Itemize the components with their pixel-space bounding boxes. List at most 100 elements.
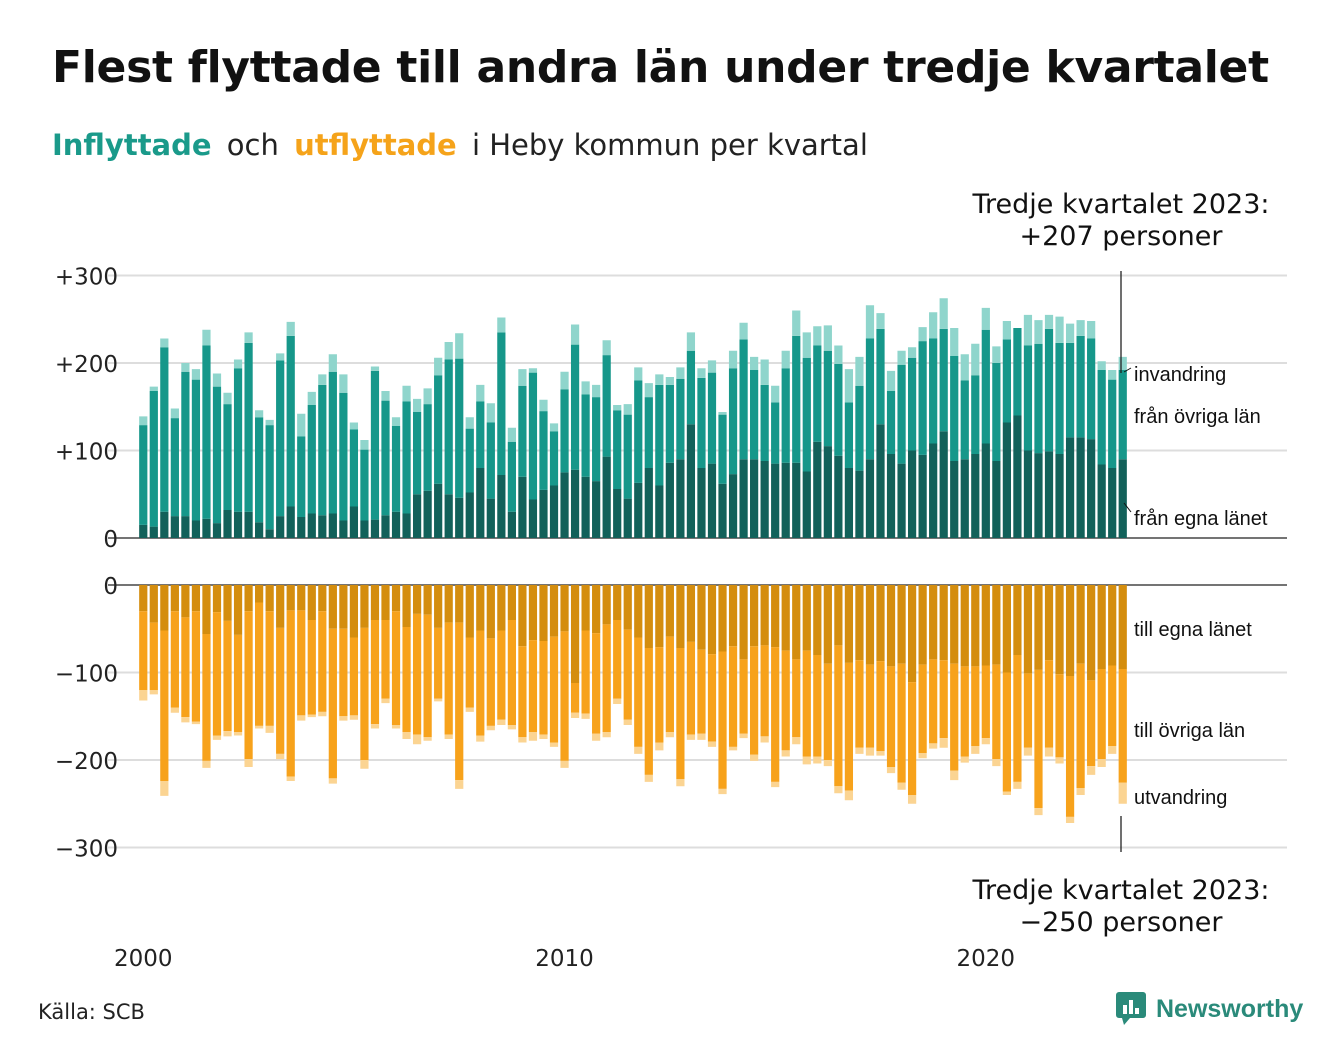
bar-out-ovriga-lan <box>212 612 222 736</box>
bar-invandring <box>707 360 717 373</box>
brand-name: Newsworthy <box>1156 994 1304 1023</box>
bar-in-ovriga-lan <box>423 404 432 491</box>
bar-in-egna-lanet <box>813 441 822 538</box>
bar-out-egna-lanet <box>444 585 453 623</box>
annotation-bottom-line1: Tredje kvartalet 2023: <box>972 875 1270 906</box>
bar-utvandring <box>339 716 348 721</box>
bar-in-egna-lanet <box>170 516 179 538</box>
bar-out-ovriga-lan <box>844 662 854 791</box>
bar-in-egna-lanet <box>476 468 485 538</box>
bar-invandring <box>602 340 611 356</box>
bar-out-ovriga-lan <box>886 666 896 767</box>
bar-out-ovriga-lan <box>223 620 232 732</box>
bar-out-ovriga-lan <box>918 664 927 753</box>
bar-in-egna-lanet <box>728 474 738 538</box>
bar-in-egna-lanet <box>1076 437 1085 538</box>
bar-in-ovriga-lan <box>328 371 337 514</box>
bar-in-ovriga-lan <box>191 379 201 521</box>
bar-in-egna-lanet <box>412 494 422 538</box>
bar-in-ovriga-lan <box>497 332 506 475</box>
bar-in-egna-lanet <box>255 522 264 538</box>
bar-utvandring <box>676 779 685 787</box>
bar-in-ovriga-lan <box>1023 345 1033 451</box>
bar-out-ovriga-lan <box>750 646 759 755</box>
bar-in-egna-lanet <box>1002 422 1011 538</box>
bar-invandring <box>992 346 1001 363</box>
bar-out-ovriga-lan <box>191 611 201 722</box>
bar-in-egna-lanet <box>265 529 274 538</box>
bar-utvandring <box>718 788 727 795</box>
bar-utvandring <box>233 732 243 736</box>
bar-in-egna-lanet <box>897 463 906 538</box>
bar-invandring <box>570 324 580 345</box>
bar-out-egna-lanet <box>570 585 580 683</box>
bar-in-ovriga-lan <box>549 431 559 486</box>
bar-out-egna-lanet <box>339 585 348 629</box>
bar-in-ovriga-lan <box>444 359 453 495</box>
series-label-till-egna-lanet: till egna länet <box>1134 619 1252 641</box>
bar-in-ovriga-lan <box>465 428 474 493</box>
annotation-top-line2: +207 personer <box>1019 221 1223 252</box>
bar-out-ovriga-lan <box>349 637 359 716</box>
bar-in-egna-lanet <box>939 431 948 538</box>
bar-utvandring <box>1002 791 1011 795</box>
bar-utvandring <box>739 733 748 739</box>
bar-out-egna-lanet <box>486 585 495 639</box>
bar-invandring <box>412 398 422 412</box>
bar-out-egna-lanet <box>1118 585 1127 669</box>
bar-invandring <box>255 410 264 418</box>
bar-out-egna-lanet <box>686 585 696 642</box>
bar-out-egna-lanet <box>865 585 875 665</box>
bar-out-ovriga-lan <box>286 610 295 777</box>
bar-invandring <box>739 322 748 340</box>
bar-out-ovriga-lan <box>623 629 632 720</box>
bar-in-ovriga-lan <box>370 370 380 520</box>
bar-out-ovriga-lan <box>381 620 390 699</box>
bar-in-ovriga-lan <box>297 436 306 517</box>
bar-in-ovriga-lan <box>1002 339 1011 423</box>
bar-in-egna-lanet <box>707 463 717 538</box>
bar-in-egna-lanet <box>149 526 158 538</box>
bar-out-egna-lanet <box>1013 585 1022 655</box>
bar-in-ovriga-lan <box>665 384 674 463</box>
bar-out-egna-lanet <box>328 585 337 629</box>
bar-utvandring <box>455 780 464 789</box>
bar-invandring <box>1023 314 1033 346</box>
bar-out-ovriga-lan <box>992 664 1001 760</box>
bar-invandring <box>834 345 843 364</box>
bar-in-ovriga-lan <box>855 385 864 471</box>
bar-utvandring <box>823 760 832 767</box>
bar-in-ovriga-lan <box>918 341 927 455</box>
bar-utvandring <box>402 732 411 739</box>
bar-out-ovriga-lan <box>1097 669 1106 760</box>
bar-in-egna-lanet <box>202 518 211 538</box>
bar-utvandring <box>981 738 990 745</box>
x-tick-label: 2000 <box>114 946 173 972</box>
bar-out-egna-lanet <box>792 585 801 660</box>
bar-out-ovriga-lan <box>939 660 948 739</box>
bar-out-egna-lanet <box>581 585 590 631</box>
bar-out-egna-lanet <box>181 585 190 618</box>
series-label-fran-ovriga-lan: från övriga län <box>1134 406 1261 428</box>
bar-out-egna-lanet <box>750 585 759 647</box>
bar-out-egna-lanet <box>655 585 664 648</box>
bar-invandring <box>244 332 253 343</box>
bar-in-egna-lanet <box>929 443 938 538</box>
bar-out-ovriga-lan <box>528 640 538 732</box>
bar-out-ovriga-lan <box>834 645 843 787</box>
bar-invandring <box>897 350 906 365</box>
bar-in-egna-lanet <box>181 516 190 538</box>
bar-utvandring <box>855 747 864 754</box>
subtitle-inflyttade: Inflyttade <box>52 128 212 162</box>
bar-invandring <box>634 367 643 381</box>
bar-utvandring <box>728 746 738 751</box>
bar-out-egna-lanet <box>391 585 401 612</box>
bar-in-egna-lanet <box>581 476 590 538</box>
bar-out-egna-lanet <box>139 585 148 612</box>
bar-in-egna-lanet <box>328 513 337 538</box>
bar-out-egna-lanet <box>528 585 538 641</box>
bar-out-egna-lanet <box>634 585 643 638</box>
bar-in-ovriga-lan <box>897 364 906 464</box>
bar-utvandring <box>244 759 253 767</box>
bar-out-egna-lanet <box>981 585 990 666</box>
